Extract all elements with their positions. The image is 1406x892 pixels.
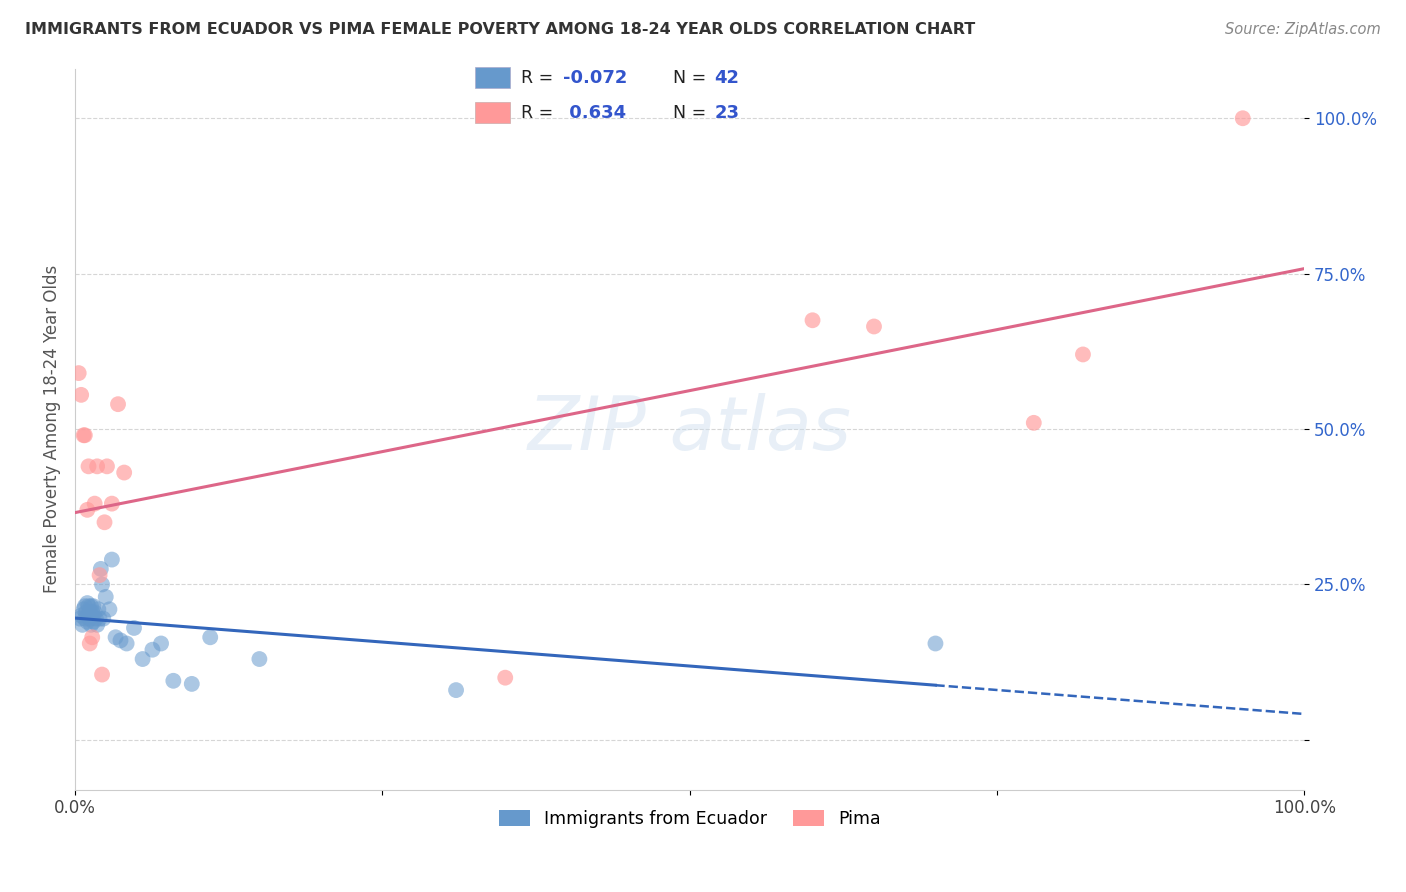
Point: [73, 428, 96, 442]
Point: [70, 608, 93, 623]
Text: -0.072: -0.072: [562, 69, 627, 87]
Point: [115, 636, 138, 650]
Point: [162, 673, 184, 688]
Point: [83, 497, 105, 511]
Point: [150, 636, 173, 650]
Text: 23: 23: [714, 103, 740, 121]
Point: [101, 497, 124, 511]
Point: [79, 612, 101, 626]
Point: [79, 606, 101, 620]
Text: 42: 42: [714, 69, 740, 87]
Y-axis label: Female Poverty Among 18-24 Year Olds: Female Poverty Among 18-24 Year Olds: [44, 265, 60, 593]
Point: [80, 617, 103, 632]
Point: [107, 397, 129, 411]
Point: [122, 621, 145, 635]
Point: [91, 612, 114, 626]
Legend: Immigrants from Ecuador, Pima: Immigrants from Ecuador, Pima: [492, 803, 887, 835]
Point: [247, 652, 270, 666]
Point: [94, 590, 117, 604]
Point: [79, 636, 101, 650]
Point: [70, 388, 93, 402]
Point: [1071, 347, 1094, 361]
Point: [67, 366, 90, 380]
Point: [90, 562, 112, 576]
Point: [72, 602, 94, 616]
Point: [91, 577, 114, 591]
Point: [82, 599, 104, 614]
Point: [72, 617, 94, 632]
Point: [77, 608, 100, 623]
Point: [82, 630, 104, 644]
Point: [863, 319, 886, 334]
Point: [494, 671, 516, 685]
FancyBboxPatch shape: [475, 67, 509, 88]
Point: [444, 683, 467, 698]
Point: [141, 642, 163, 657]
Text: IMMIGRANTS FROM ECUADOR VS PIMA FEMALE POVERTY AMONG 18-24 YEAR OLDS CORRELATION: IMMIGRANTS FROM ECUADOR VS PIMA FEMALE P…: [25, 22, 976, 37]
Text: N =: N =: [673, 103, 711, 121]
Point: [76, 596, 98, 610]
Point: [73, 599, 96, 614]
Point: [98, 602, 121, 616]
Point: [801, 313, 824, 327]
Point: [89, 612, 111, 626]
Point: [77, 599, 100, 614]
Point: [86, 617, 108, 632]
FancyBboxPatch shape: [475, 102, 509, 123]
Point: [82, 615, 104, 629]
Point: [69, 612, 91, 626]
Text: 0.634: 0.634: [562, 103, 626, 121]
Point: [131, 652, 153, 666]
Point: [83, 606, 105, 620]
Point: [180, 677, 202, 691]
Text: N =: N =: [673, 69, 711, 87]
Point: [77, 459, 100, 474]
Point: [1022, 416, 1045, 430]
Point: [75, 606, 97, 620]
Point: [86, 459, 108, 474]
Point: [110, 633, 132, 648]
Point: [924, 636, 946, 650]
Point: [1232, 112, 1254, 126]
Point: [101, 552, 124, 566]
Point: [104, 630, 127, 644]
Text: R =: R =: [520, 69, 558, 87]
Point: [80, 599, 103, 614]
Text: ZIP atlas: ZIP atlas: [527, 393, 852, 465]
Point: [76, 503, 98, 517]
Point: [91, 667, 114, 681]
Text: R =: R =: [520, 103, 558, 121]
Point: [82, 606, 104, 620]
Point: [89, 568, 111, 582]
Text: Source: ZipAtlas.com: Source: ZipAtlas.com: [1225, 22, 1381, 37]
Point: [76, 615, 98, 629]
Point: [87, 602, 110, 616]
Point: [93, 516, 115, 530]
Point: [73, 612, 96, 626]
Point: [200, 630, 222, 644]
Point: [112, 466, 135, 480]
Point: [84, 612, 107, 626]
Point: [96, 459, 118, 474]
Point: [72, 428, 94, 442]
